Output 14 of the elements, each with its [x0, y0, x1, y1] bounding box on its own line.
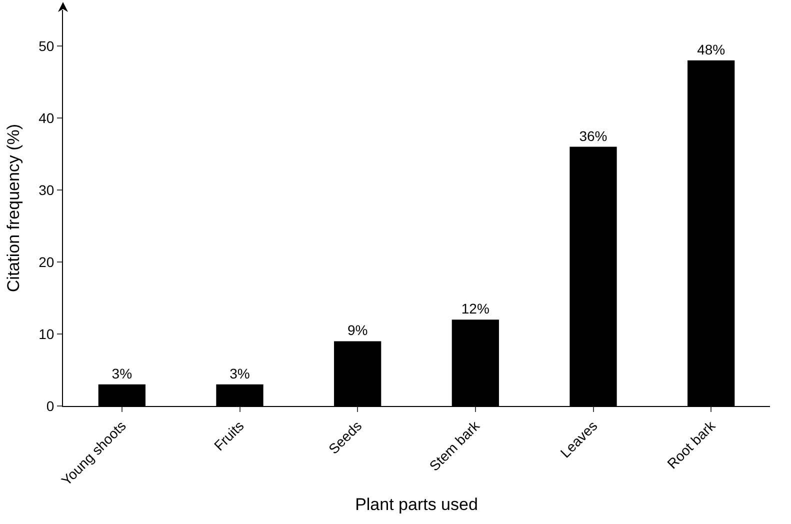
- y-tick-label: 20: [38, 254, 54, 270]
- y-tick-label: 0: [46, 398, 54, 414]
- data-label: 9%: [347, 322, 368, 338]
- data-label: 12%: [461, 300, 490, 317]
- y-tick-label: 10: [38, 326, 54, 342]
- x-axis-title: Plant parts used: [355, 494, 478, 514]
- data-label: 3%: [112, 365, 132, 382]
- y-tick-label: 50: [38, 38, 54, 54]
- data-label: 36%: [579, 128, 608, 144]
- y-tick-label: 30: [38, 182, 54, 198]
- data-label: 3%: [230, 365, 250, 382]
- y-axis-title: Citation frequency (%): [4, 124, 23, 292]
- data-label: 48%: [697, 41, 726, 58]
- y-tick-label: 40: [38, 110, 54, 126]
